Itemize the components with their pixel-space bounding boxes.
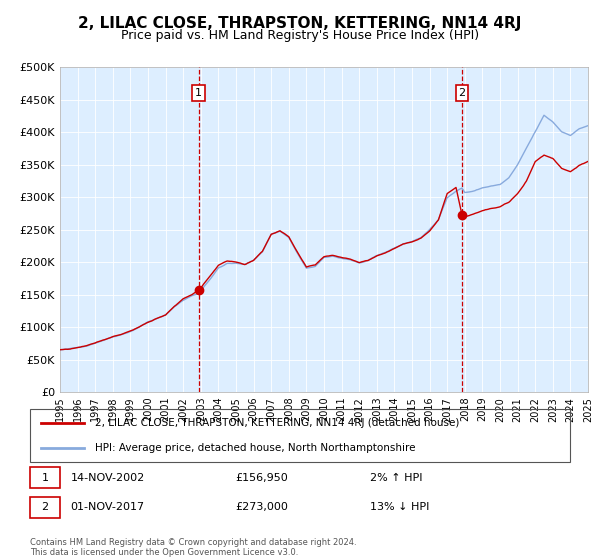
Text: Price paid vs. HM Land Registry's House Price Index (HPI): Price paid vs. HM Land Registry's House … <box>121 29 479 42</box>
Bar <box>30 497 60 517</box>
Text: 1: 1 <box>41 473 49 483</box>
Text: 2% ↑ HPI: 2% ↑ HPI <box>370 473 422 483</box>
Text: 2, LILAC CLOSE, THRAPSTON, KETTERING, NN14 4RJ (detached house): 2, LILAC CLOSE, THRAPSTON, KETTERING, NN… <box>95 418 459 428</box>
Text: 1: 1 <box>195 88 202 98</box>
Text: HPI: Average price, detached house, North Northamptonshire: HPI: Average price, detached house, Nort… <box>95 442 415 452</box>
Text: 01-NOV-2017: 01-NOV-2017 <box>71 502 145 512</box>
Text: 2: 2 <box>458 88 466 98</box>
Text: 13% ↓ HPI: 13% ↓ HPI <box>370 502 430 512</box>
Text: £156,950: £156,950 <box>235 473 288 483</box>
Text: 2: 2 <box>41 502 49 512</box>
Text: Contains HM Land Registry data © Crown copyright and database right 2024.
This d: Contains HM Land Registry data © Crown c… <box>30 538 356 557</box>
Text: 14-NOV-2002: 14-NOV-2002 <box>71 473 145 483</box>
Text: 2, LILAC CLOSE, THRAPSTON, KETTERING, NN14 4RJ: 2, LILAC CLOSE, THRAPSTON, KETTERING, NN… <box>79 16 521 31</box>
Bar <box>30 467 60 488</box>
Text: £273,000: £273,000 <box>235 502 288 512</box>
